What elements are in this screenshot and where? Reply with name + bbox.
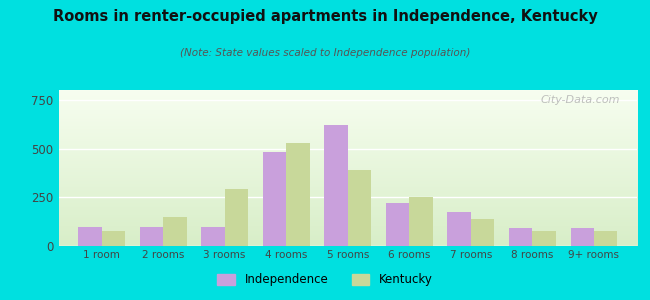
Bar [163,217,187,246]
Bar [571,229,594,246]
Bar [532,231,556,246]
Bar [202,226,225,246]
Bar [410,197,433,246]
Text: Rooms in renter-occupied apartments in Independence, Kentucky: Rooms in renter-occupied apartments in I… [53,9,597,24]
Bar [286,142,309,246]
Bar [225,190,248,246]
Bar [348,170,371,246]
Bar [594,231,618,246]
Bar [140,226,163,246]
Bar [78,226,101,246]
Bar [509,229,532,246]
Bar [263,152,286,246]
Bar [101,231,125,246]
Bar [386,203,410,246]
Text: (Note: State values scaled to Independence population): (Note: State values scaled to Independen… [180,48,470,58]
Legend: Independence, Kentucky: Independence, Kentucky [213,269,437,291]
Bar [324,125,348,246]
Bar [447,212,471,246]
Text: City-Data.com: City-Data.com [540,95,619,105]
Bar [471,219,494,246]
